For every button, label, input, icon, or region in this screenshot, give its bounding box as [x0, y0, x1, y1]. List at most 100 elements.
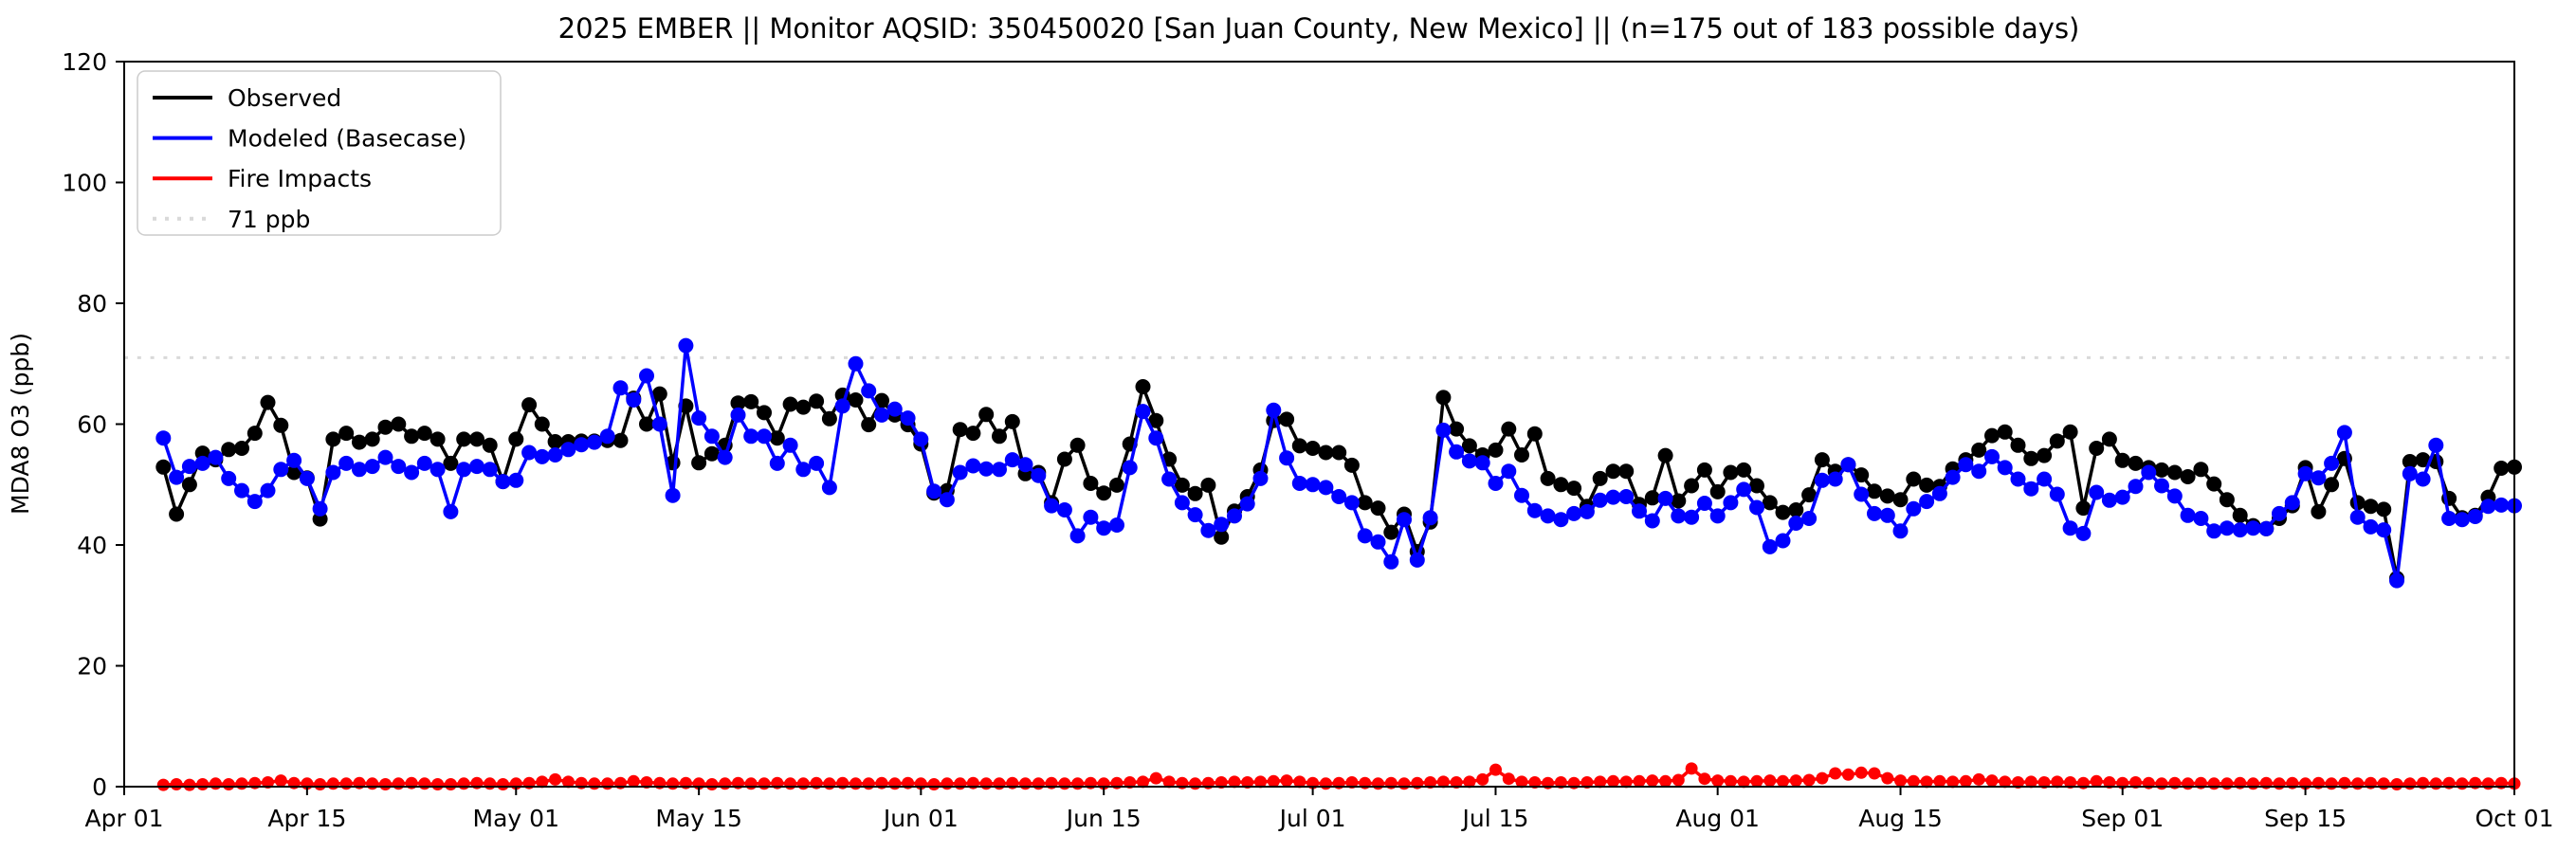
data-point [1435, 422, 1452, 438]
data-point [2206, 523, 2222, 539]
data-point [181, 459, 197, 475]
data-point [2182, 777, 2195, 790]
data-point [1972, 772, 1985, 786]
data-point [1985, 774, 1999, 788]
data-point [2012, 776, 2024, 789]
data-point [1540, 470, 1556, 486]
data-point [534, 416, 550, 432]
x-tick-label: Aug 01 [1675, 805, 1760, 832]
data-point [1723, 495, 1739, 511]
data-point [1398, 777, 1411, 790]
data-point [273, 462, 289, 478]
data-point [431, 778, 445, 790]
data-point [1594, 775, 1607, 789]
data-point [2428, 437, 2444, 453]
data-point [730, 407, 746, 423]
legend-label: 71 ppb [228, 206, 310, 233]
x-tick-label: Jun 01 [882, 805, 959, 832]
data-point [222, 778, 235, 790]
data-point [262, 776, 274, 789]
data-point [2206, 476, 2222, 492]
data-point [612, 432, 629, 448]
data-point [1501, 463, 1517, 480]
data-point [1566, 481, 1582, 497]
data-point [1319, 777, 1332, 790]
data-point [1854, 766, 1868, 779]
data-point [1736, 462, 1752, 478]
data-point [1854, 486, 1870, 502]
x-tick-label: Jun 15 [1065, 805, 1142, 832]
data-point [1672, 773, 1685, 787]
data-point [247, 426, 263, 442]
data-point [1618, 489, 1635, 504]
data-point [1777, 774, 1789, 788]
data-point [1122, 460, 1138, 476]
data-point [992, 462, 1007, 478]
data-point [429, 462, 446, 478]
data-point [392, 777, 405, 790]
data-point [1370, 534, 1386, 550]
data-point [2023, 481, 2039, 497]
data-point [862, 777, 875, 790]
data-point [1461, 438, 1477, 454]
data-point [1318, 480, 1334, 496]
data-point [1737, 775, 1750, 789]
data-point [1892, 492, 1909, 508]
data-point [2154, 478, 2169, 494]
data-point [495, 474, 511, 490]
data-point [1816, 771, 1829, 785]
data-point [979, 777, 993, 790]
data-point [1553, 512, 1569, 528]
data-point [1931, 485, 1947, 501]
data-point [1879, 488, 1895, 504]
data-point [2062, 520, 2078, 536]
data-point [913, 431, 929, 447]
data-point [1632, 503, 1647, 519]
legend-label: Modeled (Basecase) [228, 125, 466, 153]
data-point [2219, 520, 2235, 536]
data-point [2207, 777, 2220, 790]
data-point [2220, 777, 2234, 790]
data-point [1829, 767, 1842, 780]
data-point [1372, 777, 1384, 790]
data-point [391, 416, 407, 432]
data-point [952, 422, 968, 438]
data-point [1920, 775, 1933, 789]
data-point [1644, 490, 1660, 506]
data-point [1174, 477, 1190, 493]
data-point [703, 445, 720, 462]
data-point [1605, 463, 1621, 480]
data-point [286, 452, 302, 468]
legend-box [137, 70, 502, 236]
data-point [2325, 777, 2338, 790]
data-point [456, 462, 472, 478]
data-point [2075, 500, 2092, 517]
data-point [952, 464, 968, 481]
data-point [1827, 471, 1843, 487]
y-tick-label: 0 [92, 773, 107, 801]
data-point [1580, 776, 1594, 789]
plot-content [124, 337, 2522, 791]
data-point [2049, 433, 2065, 449]
legend: Observed Modeled (Basecase) Fire Impacts 71… [137, 70, 502, 236]
data-point [1659, 774, 1672, 788]
data-point [1775, 533, 1791, 549]
x-tick-label: Apr 01 [84, 805, 163, 832]
data-point [377, 419, 393, 435]
data-point [2219, 492, 2235, 508]
data-point [1069, 437, 1086, 453]
data-point [2324, 477, 2340, 493]
data-point [2389, 572, 2404, 589]
data-point [1592, 492, 1608, 508]
data-point [1554, 776, 1567, 789]
data-point [743, 393, 759, 409]
data-point [861, 417, 877, 433]
data-point [547, 447, 563, 463]
data-point [2037, 447, 2053, 463]
data-point [1318, 445, 1334, 461]
data-point [312, 500, 328, 517]
data-point [521, 397, 538, 413]
data-point [2467, 509, 2483, 524]
data-point [1422, 510, 1438, 526]
